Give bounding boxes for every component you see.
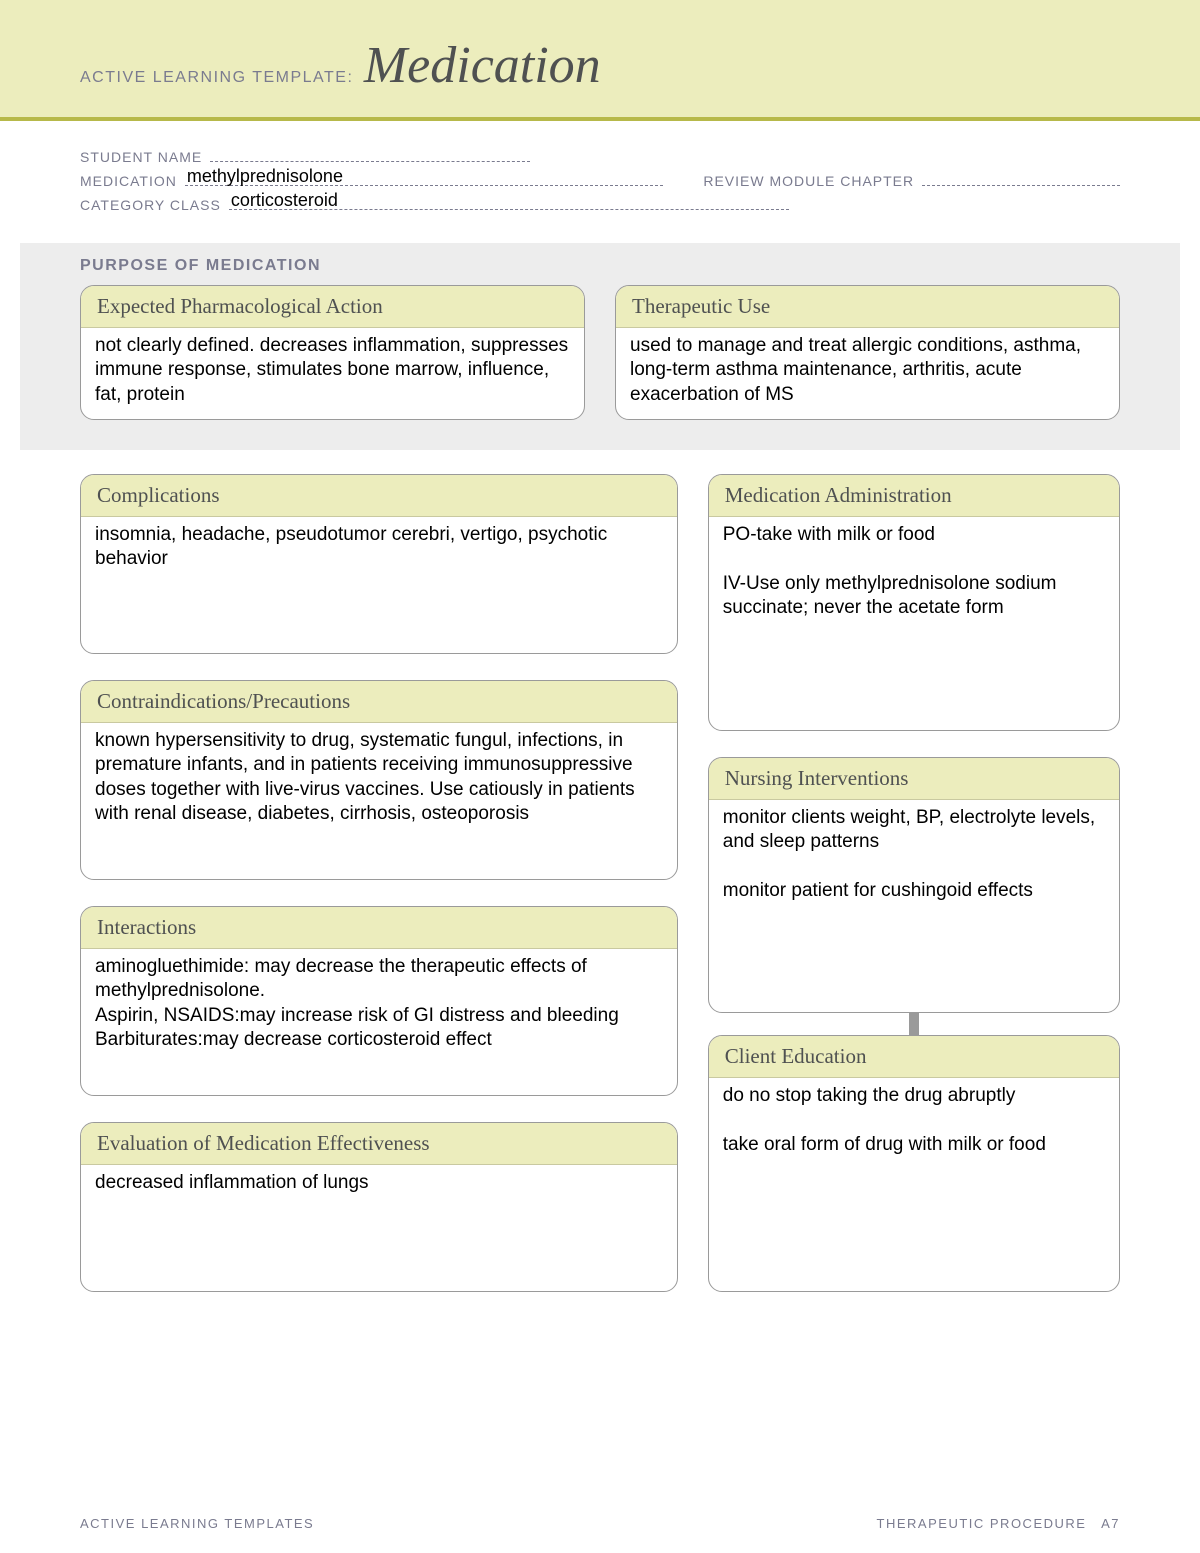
label-medication: MEDICATION [80, 173, 177, 189]
card-nursing-interventions: Nursing Interventions monitor clients we… [708, 757, 1120, 1014]
page: ACTIVE LEARNING TEMPLATE: Medication STU… [0, 0, 1200, 1553]
row-student-name: STUDENT NAME [80, 147, 1120, 165]
footer-page-number: A7 [1101, 1516, 1120, 1531]
row-medication: MEDICATION methylprednisolone REVIEW MOD… [80, 171, 1120, 189]
card-header-complications: Complications [81, 475, 677, 517]
card-header-nursing: Nursing Interventions [709, 758, 1119, 800]
footer-right: THERAPEUTIC PROCEDURE A7 [877, 1516, 1120, 1531]
meta-block: STUDENT NAME MEDICATION methylprednisolo… [0, 121, 1200, 233]
row-category: CATEGORY CLASS corticosteroid [80, 195, 1120, 213]
card-body-complications: insomnia, headache, pseudotumor cerebri,… [81, 517, 677, 597]
card-body-therapeutic: used to manage and treat allergic condit… [616, 328, 1119, 419]
banner: ACTIVE LEARNING TEMPLATE: Medication [0, 0, 1200, 121]
banner-prefix: ACTIVE LEARNING TEMPLATE: [80, 69, 353, 86]
right-column: Medication Administration PO-take with m… [708, 474, 1120, 1292]
card-body-client-education: do no stop taking the drug abruptly take… [709, 1078, 1119, 1169]
value-medication: methylprednisolone [187, 167, 343, 185]
line-category[interactable]: corticosteroid [229, 195, 789, 210]
footer-left: ACTIVE LEARNING TEMPLATES [80, 1516, 314, 1531]
line-student-name[interactable] [210, 147, 530, 162]
label-category: CATEGORY CLASS [80, 197, 221, 213]
footer: ACTIVE LEARNING TEMPLATES THERAPEUTIC PR… [80, 1516, 1120, 1531]
card-header-client-education: Client Education [709, 1036, 1119, 1078]
line-review-chapter[interactable] [922, 171, 1120, 186]
card-contraindications: Contraindications/Precautions known hype… [80, 680, 678, 880]
card-body-administration: PO-take with milk or food IV-Use only me… [709, 517, 1119, 632]
banner-title: Medication [364, 37, 601, 94]
card-body-pharmacological: not clearly defined. decreases inflammat… [81, 328, 584, 419]
card-header-administration: Medication Administration [709, 475, 1119, 517]
card-header-therapeutic: Therapeutic Use [616, 286, 1119, 328]
card-therapeutic-use: Therapeutic Use used to manage and treat… [615, 285, 1120, 420]
card-body-interactions: aminogluethimide: may decrease the thera… [81, 949, 677, 1064]
value-category: corticosteroid [231, 191, 338, 209]
main-grid: Complications insomnia, headache, pseudo… [0, 474, 1200, 1292]
purpose-section: PURPOSE OF MEDICATION Expected Pharmacol… [20, 243, 1180, 450]
card-header-interactions: Interactions [81, 907, 677, 949]
card-body-nursing: monitor clients weight, BP, electrolyte … [709, 800, 1119, 915]
line-medication[interactable]: methylprednisolone [185, 171, 663, 186]
connector-nursing-to-client [909, 1013, 919, 1035]
purpose-section-title: PURPOSE OF MEDICATION [80, 257, 1120, 275]
card-interactions: Interactions aminogluethimide: may decre… [80, 906, 678, 1096]
card-client-education: Client Education do no stop taking the d… [708, 1035, 1120, 1292]
footer-right-label: THERAPEUTIC PROCEDURE [877, 1516, 1087, 1531]
left-column: Complications insomnia, headache, pseudo… [80, 474, 678, 1292]
card-header-pharmacological: Expected Pharmacological Action [81, 286, 584, 328]
card-complications: Complications insomnia, headache, pseudo… [80, 474, 678, 654]
card-evaluation: Evaluation of Medication Effectiveness d… [80, 1122, 678, 1292]
card-body-contraindications: known hypersensitivity to drug, systemat… [81, 723, 677, 838]
card-body-evaluation: decreased inflammation of lungs [81, 1165, 677, 1245]
label-student-name: STUDENT NAME [80, 149, 202, 165]
card-pharmacological-action: Expected Pharmacological Action not clea… [80, 285, 585, 420]
label-review-chapter: REVIEW MODULE CHAPTER [703, 173, 914, 189]
card-header-evaluation: Evaluation of Medication Effectiveness [81, 1123, 677, 1165]
card-medication-administration: Medication Administration PO-take with m… [708, 474, 1120, 731]
card-header-contraindications: Contraindications/Precautions [81, 681, 677, 723]
